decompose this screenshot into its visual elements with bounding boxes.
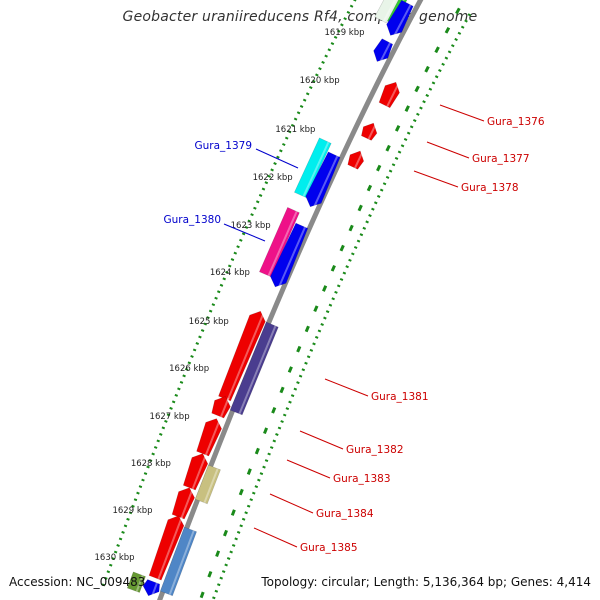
gene-label: Gura_1383 [333, 473, 391, 485]
gene-steelblue-highlight [168, 530, 195, 595]
gene-indigo-highlight [238, 325, 277, 415]
gene-forward [142, 579, 161, 597]
tick-label: 1621 kbp [275, 125, 315, 135]
gene-features [126, 0, 414, 598]
gene-magenta-highlight [267, 211, 298, 277]
gene-olive-highlight [135, 575, 144, 592]
genome-backbone [157, 0, 424, 600]
gene-label: Gura_1380 [163, 214, 221, 226]
gene-reverse-highlight [226, 312, 265, 401]
gene-label: Gura_1378 [461, 182, 519, 194]
leader-line [324, 378, 369, 397]
gc-skew-dashes [198, 7, 461, 600]
leader-line [255, 148, 299, 169]
gene-forward [270, 222, 309, 288]
gene-forward [373, 38, 394, 62]
gc-dotted-line-inner [100, 0, 357, 591]
tick-label: 1619 kbp [324, 28, 364, 38]
tick-label: 1620 kbp [300, 76, 340, 86]
gene-forward-highlight [378, 42, 391, 64]
gene-reverse [182, 453, 209, 491]
leader-line [439, 104, 485, 122]
gene-steelblue [159, 526, 197, 597]
gc-skew-track [198, 7, 461, 600]
gc-dotted-line-outer [211, 13, 472, 600]
leader-line [286, 459, 331, 479]
gene-reverse-highlight [354, 151, 364, 169]
gene-reverse-highlight [386, 83, 400, 107]
leader-line [223, 223, 266, 242]
gene-cyan [294, 137, 332, 198]
gene-label: Gura_1385 [300, 542, 358, 554]
gene-forward-highlight [392, 4, 412, 38]
gene-pale [374, 0, 399, 24]
gene-forward [305, 151, 341, 208]
gene-reverse [378, 81, 400, 109]
gene-cyan-highlight [302, 141, 330, 197]
leader-line [426, 141, 470, 159]
scale-ticks: 1619 kbp 1620 kbp 1621 kbp 1622 kbp 1623 kbp… [95, 28, 365, 563]
genome-summary-text: Topology: circular; Length: 5,136,364 bp… [261, 575, 591, 589]
tick-label: 1627 kbp [150, 412, 190, 422]
tick-label: 1622 kbp [253, 173, 293, 183]
tick-label: 1629 kbp [112, 506, 152, 516]
gene-labels: Gura_1376 Gura_1377 Gura_1378 Gura_1379 Gura… [163, 116, 544, 554]
gene-reverse [148, 515, 185, 581]
gene-label: Gura_1382 [346, 444, 404, 456]
accession-text: Accession: NC_009483 [9, 575, 146, 589]
gene-label: Gura_1381 [371, 391, 429, 403]
gene-khaki-highlight [203, 468, 219, 504]
gene-indigo [229, 321, 279, 416]
gene-reverse-highlight [180, 488, 194, 519]
tick-label: 1630 kbp [95, 553, 135, 563]
tick-label: 1625 kbp [189, 317, 229, 327]
tick-label: 1624 kbp [210, 268, 250, 278]
gene-pale-highlight [382, 0, 397, 23]
gene-reverse-highlight [157, 516, 183, 580]
gene-reverse-highlight [367, 123, 377, 140]
leader-line [413, 170, 459, 188]
gene-label: Gura_1379 [194, 140, 252, 152]
leader-line [269, 493, 314, 514]
gene-reverse-highlight [191, 454, 207, 490]
gene-label: Gura_1384 [316, 508, 374, 520]
gene-label: Gura_1377 [472, 153, 530, 165]
tick-label: 1626 kbp [169, 364, 209, 374]
leader-line [253, 527, 298, 548]
gene-label: Gura_1376 [487, 116, 545, 128]
gene-forward-highlight [150, 582, 158, 598]
gene-khaki [194, 464, 221, 505]
gene-reverse-highlight [220, 397, 230, 418]
label-leader-lines [223, 104, 485, 548]
tick-label: 1628 kbp [131, 459, 171, 469]
gc-content-track [100, 0, 472, 600]
gene-reverse [211, 396, 231, 419]
gene-reverse [196, 418, 222, 457]
tick-label: 1623 kbp [231, 221, 271, 231]
leader-line [299, 430, 344, 450]
gene-forward-highlight [312, 155, 339, 209]
gene-forward-highlight [277, 226, 306, 289]
gene-forward [386, 0, 414, 36]
gene-reverse [361, 122, 378, 141]
gene-reverse [347, 150, 365, 170]
gene-olive [126, 571, 146, 593]
gene-reverse-highlight [204, 419, 221, 456]
